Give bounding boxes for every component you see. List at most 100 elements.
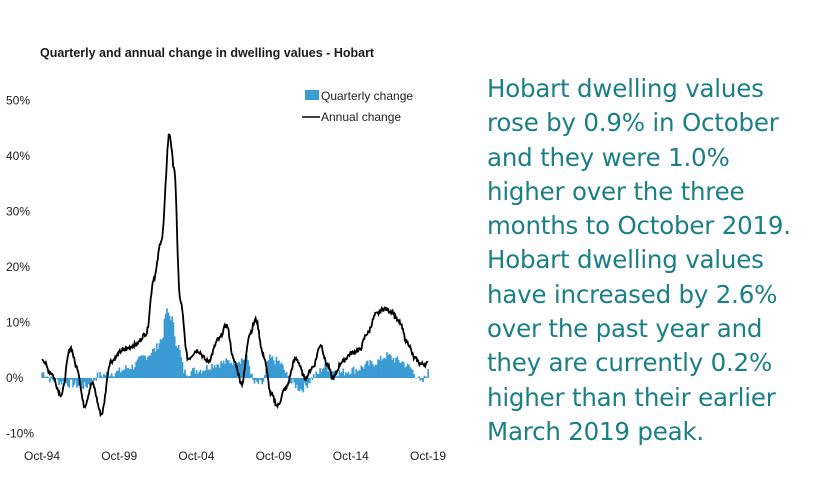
y-tick-label: 40% — [6, 149, 30, 163]
quarterly-bar — [100, 375, 103, 378]
quarterly-bar — [61, 378, 64, 381]
quarterly-bar — [182, 372, 185, 378]
quarterly-bar — [411, 370, 414, 378]
quarterly-bar — [396, 356, 399, 378]
commentary-line: rose by 0.9% in October — [487, 108, 779, 138]
quarterly-bar — [384, 358, 387, 378]
quarterly-bar — [207, 370, 210, 378]
quarterly-bar — [336, 376, 338, 378]
quarterly-bar — [420, 378, 423, 380]
quarterly-bar — [317, 373, 320, 378]
quarterly-bar — [58, 378, 60, 386]
quarterly-bar — [292, 378, 294, 380]
quarterly-bar — [227, 360, 230, 378]
quarterly-bar — [328, 371, 330, 378]
commentary-line: higher than their earlier — [487, 382, 776, 412]
quarterly-bar — [242, 359, 244, 378]
quarterly-bar — [393, 362, 396, 378]
quarterly-bar — [247, 360, 249, 378]
quarterly-bar — [323, 367, 325, 378]
quarterly-bar — [312, 374, 315, 378]
quarterly-bar — [190, 371, 193, 378]
commentary-line: and they were 1.0% — [487, 142, 730, 172]
quarterly-bar — [74, 378, 77, 381]
quarterly-bar — [306, 378, 309, 389]
quarterly-bar — [161, 339, 163, 378]
quarterly-bar — [424, 376, 427, 378]
quarterly-bar — [285, 371, 288, 378]
quarterly-bar — [52, 378, 55, 382]
quarterly-bar — [222, 360, 225, 378]
quarterly-bar — [270, 357, 273, 378]
quarterly-bar — [101, 377, 104, 378]
x-tick-label: Oct-04 — [178, 449, 214, 463]
quarterly-bar — [235, 364, 238, 378]
quarterly-bar — [119, 372, 122, 378]
quarterly-bar — [180, 357, 183, 378]
quarterly-bar — [96, 372, 99, 378]
quarterly-bar — [132, 369, 135, 378]
quarterly-bar — [215, 367, 217, 378]
quarterly-bar — [127, 367, 130, 378]
quarterly-bar — [230, 362, 233, 378]
x-tick-label: Oct-19 — [410, 449, 446, 463]
quarterly-bar — [293, 378, 296, 383]
quarterly-bar — [231, 365, 234, 378]
quarterly-bar — [363, 368, 365, 378]
quarterly-bar — [342, 368, 345, 378]
quarterly-bar — [234, 364, 237, 378]
quarterly-bar — [143, 355, 145, 378]
quarterly-bar — [211, 363, 213, 378]
quarterly-bar — [280, 362, 283, 378]
quarterly-bar — [67, 378, 69, 387]
x-axis: Oct-94 Oct-99 Oct-04 Oct-09 Oct-14 Oct-19 — [24, 449, 446, 463]
quarterly-bar — [402, 362, 405, 378]
quarterly-bar — [149, 355, 152, 378]
x-tick-label: Oct-99 — [101, 449, 137, 463]
commentary-line: they are currently 0.2% — [487, 348, 773, 378]
quarterly-bar — [382, 358, 385, 378]
quarterly-bar — [278, 360, 280, 378]
quarterly-bar — [155, 343, 158, 378]
quarterly-bar — [341, 371, 343, 378]
y-tick-label: 0% — [6, 371, 24, 385]
x-tick-label: Oct-09 — [256, 449, 292, 463]
quarterly-bar — [325, 366, 328, 378]
quarterly-bar — [128, 369, 131, 378]
quarterly-bar — [406, 363, 409, 378]
quarterly-bar — [144, 355, 146, 378]
x-tick-label: Oct-94 — [24, 449, 60, 463]
quarterly-bar — [387, 355, 390, 378]
quarterly-bar — [47, 377, 50, 378]
quarterly-bar — [167, 312, 170, 378]
quarterly-bar — [351, 367, 354, 378]
quarterly-bar — [135, 361, 137, 378]
quarterly-bar — [307, 378, 310, 384]
quarterly-bar — [133, 367, 136, 378]
quarterly-bar — [59, 378, 62, 382]
quarterly-bar — [365, 361, 368, 378]
quarterly-bar — [148, 355, 150, 378]
quarterly-bar — [65, 378, 68, 384]
legend-label-quarterly: Quarterly change — [321, 89, 413, 103]
quarterly-bar — [397, 359, 400, 378]
quarterly-bar — [388, 354, 391, 378]
quarterly-bars — [41, 308, 430, 393]
quarterly-bar — [405, 366, 408, 378]
quarterly-bar — [357, 370, 360, 378]
quarterly-bar — [301, 378, 303, 391]
quarterly-bar — [343, 375, 346, 378]
quarterly-bar — [275, 356, 278, 378]
quarterly-bar — [410, 368, 413, 378]
quarterly-bar — [126, 368, 128, 378]
quarterly-bar — [261, 378, 264, 385]
quarterly-bar — [413, 374, 415, 378]
quarterly-bar — [181, 361, 184, 378]
quarterly-bar — [271, 356, 274, 378]
quarterly-bar — [204, 370, 207, 378]
legend: Quarterly change Annual change — [302, 89, 413, 124]
quarterly-bar — [422, 378, 424, 383]
quarterly-bar — [171, 316, 173, 378]
legend-label-annual: Annual change — [321, 110, 401, 124]
quarterly-bar — [299, 378, 302, 389]
